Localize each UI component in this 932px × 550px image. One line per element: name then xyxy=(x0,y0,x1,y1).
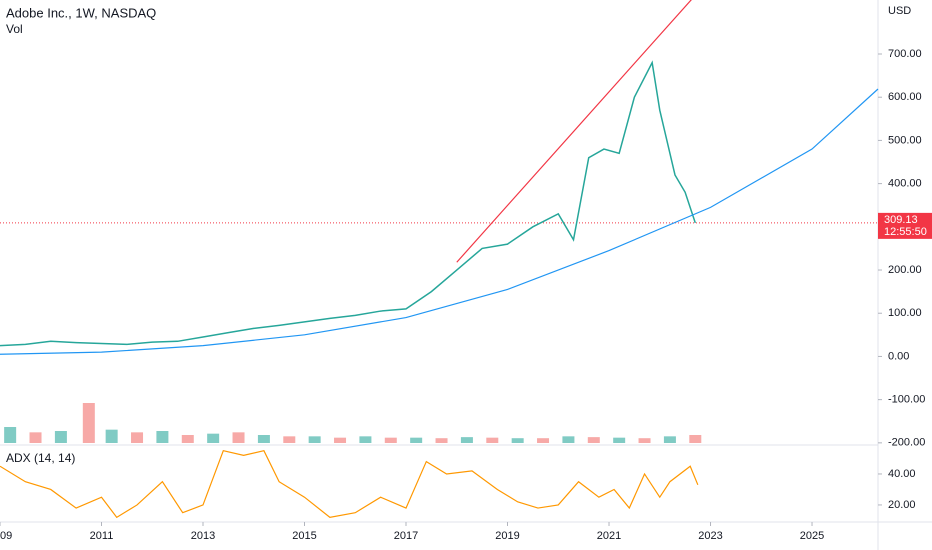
volume-bar xyxy=(29,432,42,443)
volume-bar xyxy=(435,438,448,443)
x-tick-label: 2017 xyxy=(394,530,418,542)
x-tick-label: 2023 xyxy=(698,530,722,542)
currency-label: USD xyxy=(888,5,911,17)
volume-label: Vol xyxy=(6,22,23,36)
y-tick-label: 500.00 xyxy=(888,134,922,146)
y-tick-label: -100.00 xyxy=(888,394,925,406)
chart-title: Adobe Inc., 1W, NASDAQ xyxy=(6,5,156,20)
x-tick-label: 2019 xyxy=(495,530,519,542)
volume-bar xyxy=(613,437,626,443)
volume-bar xyxy=(207,433,220,443)
series-line xyxy=(0,60,697,347)
countdown-label: 12:55:50 xyxy=(884,226,927,238)
volume-bar xyxy=(689,435,702,443)
y-tick-label: 0.00 xyxy=(888,350,909,362)
volume-bar xyxy=(334,437,347,443)
volume-bar xyxy=(232,432,245,443)
x-tick-label: 2013 xyxy=(191,530,215,542)
volume-bar xyxy=(663,436,676,443)
volume-bar xyxy=(181,435,194,443)
series-line xyxy=(456,0,692,263)
volume-bar xyxy=(460,437,473,443)
x-tick-label: 2025 xyxy=(800,530,824,542)
volume-bar xyxy=(486,437,499,443)
volume-bar xyxy=(384,437,397,443)
last-price-label: 309.13 xyxy=(884,214,918,226)
volume-bar xyxy=(638,438,651,443)
x-tick-label: 2015 xyxy=(292,530,316,542)
y2-tick-label: 40.00 xyxy=(888,468,916,480)
last-price-box xyxy=(878,212,932,239)
volume-bar xyxy=(511,438,524,443)
y-tick-label: 700.00 xyxy=(888,48,922,60)
series-line xyxy=(0,88,879,355)
x-tick-label: 2009 xyxy=(0,530,12,542)
volume-bar xyxy=(54,431,67,443)
volume-bar xyxy=(156,431,169,443)
volume-bar xyxy=(4,427,17,443)
x-tick-label: 2011 xyxy=(90,530,114,542)
volume-bar xyxy=(283,436,296,443)
volume-bar xyxy=(257,435,270,443)
x-tick-label: 2021 xyxy=(597,530,621,542)
y-tick-label: 200.00 xyxy=(888,264,922,276)
volume-bar xyxy=(562,436,575,443)
volume-bar xyxy=(359,436,372,443)
y2-tick-label: 20.00 xyxy=(888,499,916,511)
y-tick-label: 400.00 xyxy=(888,178,922,190)
volume-bar xyxy=(308,436,321,443)
adx-label: ADX (14, 14) xyxy=(6,451,75,465)
series-line xyxy=(0,450,699,519)
y-tick-label: -200.00 xyxy=(888,437,925,449)
volume-bar xyxy=(105,429,118,443)
volume-bar xyxy=(410,437,423,443)
volume-bar xyxy=(82,403,95,443)
y-tick-label: 600.00 xyxy=(888,91,922,103)
y-tick-label: 100.00 xyxy=(888,307,922,319)
volume-bar xyxy=(131,432,144,443)
volume-bar xyxy=(537,438,550,443)
volume-bar xyxy=(587,437,600,443)
